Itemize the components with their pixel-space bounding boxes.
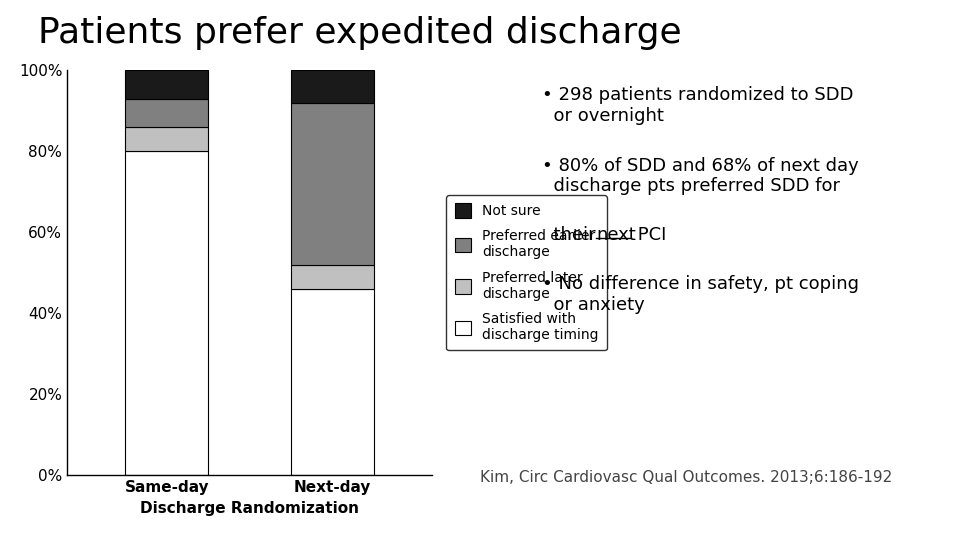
Bar — [125, 98, 208, 127]
Bar — [125, 151, 208, 475]
Bar — [291, 289, 374, 475]
Legend: Not sure, Preferred earlier
discharge, Preferred later
discharge, Satisfied with: Not sure, Preferred earlier discharge, P… — [446, 195, 607, 350]
Bar — [125, 70, 208, 98]
Text: Kim, Circ Cardiovasc Qual Outcomes. 2013;6:186-192: Kim, Circ Cardiovasc Qual Outcomes. 2013… — [480, 470, 892, 485]
Text: their: their — [542, 226, 602, 244]
Bar — [291, 103, 374, 265]
Text: PCI: PCI — [632, 226, 666, 244]
Text: • 298 patients randomized to SDD
  or overnight: • 298 patients randomized to SDD or over… — [542, 86, 853, 125]
Bar — [125, 127, 208, 151]
X-axis label: Discharge Randomization: Discharge Randomization — [140, 501, 359, 516]
Bar — [291, 70, 374, 103]
Text: Patients prefer expedited discharge: Patients prefer expedited discharge — [38, 16, 682, 50]
Text: • 80% of SDD and 68% of next day
  discharge pts preferred SDD for: • 80% of SDD and 68% of next day dischar… — [542, 157, 859, 195]
Bar — [291, 265, 374, 289]
Text: next: next — [596, 226, 636, 244]
Text: • No difference in safety, pt coping
  or anxiety: • No difference in safety, pt coping or … — [542, 275, 859, 314]
